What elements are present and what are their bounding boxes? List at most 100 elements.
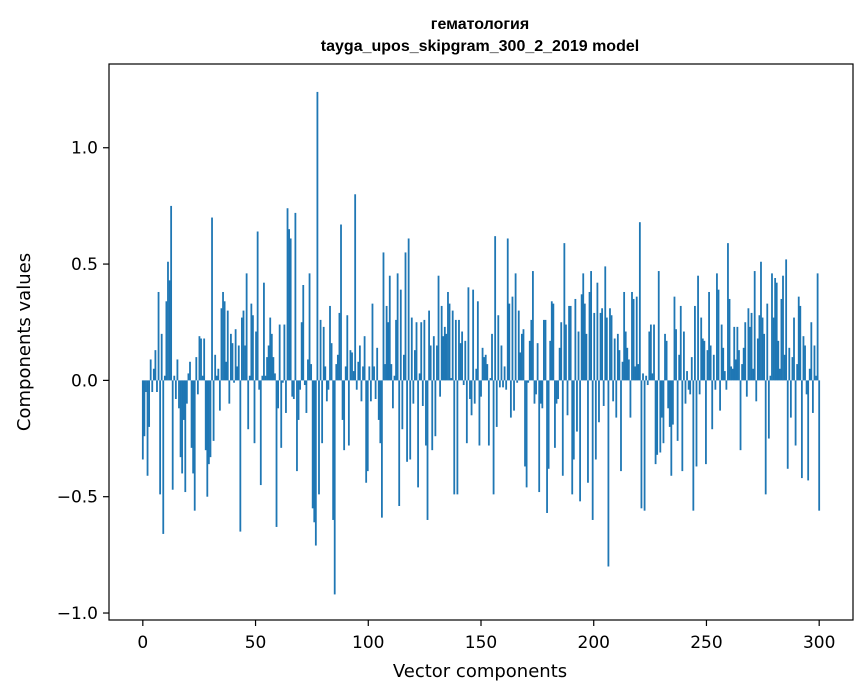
x-tick-label: 100 xyxy=(352,633,384,653)
bar xyxy=(141,380,144,460)
chart-subtitle: tayga_upos_skipgram_300_2_2019 model xyxy=(321,38,639,55)
bar xyxy=(769,375,772,381)
bar xyxy=(514,273,517,381)
y-tick-label: −0.5 xyxy=(57,488,98,508)
x-tick-label: 250 xyxy=(690,633,722,653)
bar xyxy=(163,375,166,381)
bar xyxy=(535,380,537,395)
bar xyxy=(318,380,320,495)
bar xyxy=(700,317,703,381)
bar xyxy=(813,345,816,381)
bar xyxy=(440,305,443,381)
bar xyxy=(392,380,394,409)
bar xyxy=(464,340,467,381)
bar xyxy=(253,380,256,444)
bar xyxy=(308,273,311,381)
bar xyxy=(681,380,684,472)
bar xyxy=(414,350,416,381)
bar xyxy=(390,364,393,381)
bar xyxy=(495,380,498,427)
bar xyxy=(406,380,408,462)
bar xyxy=(388,275,391,381)
bar xyxy=(492,380,495,495)
bar xyxy=(786,380,789,469)
bar xyxy=(656,380,659,455)
bar xyxy=(333,380,336,595)
bar xyxy=(200,338,202,381)
bar xyxy=(195,357,198,381)
bar xyxy=(241,317,243,381)
bar xyxy=(657,271,660,381)
bar xyxy=(329,305,331,381)
bar xyxy=(695,380,698,467)
bar xyxy=(698,380,701,395)
bar xyxy=(319,319,322,381)
bar xyxy=(228,380,231,404)
bar xyxy=(285,380,287,413)
bar xyxy=(733,326,736,381)
bar xyxy=(168,280,171,381)
bar xyxy=(752,368,755,381)
bar xyxy=(539,380,542,404)
bar xyxy=(354,194,357,381)
bar xyxy=(602,380,605,406)
bar xyxy=(151,380,154,393)
plot-frame xyxy=(108,63,854,621)
bar xyxy=(555,380,558,404)
bar xyxy=(673,296,676,381)
bar xyxy=(404,252,407,381)
bar xyxy=(659,380,662,453)
bar xyxy=(484,354,487,381)
bar xyxy=(399,289,402,381)
bar xyxy=(660,380,663,418)
bar xyxy=(503,366,506,381)
bar xyxy=(483,357,486,381)
bar xyxy=(741,364,744,381)
bar xyxy=(736,326,739,381)
bar xyxy=(374,380,377,399)
bar xyxy=(196,380,199,395)
bar xyxy=(764,380,767,495)
bar xyxy=(549,340,552,381)
bar xyxy=(811,380,814,413)
bar xyxy=(684,380,687,404)
bar xyxy=(299,380,302,390)
bar xyxy=(154,350,157,381)
bar xyxy=(332,380,335,520)
bar xyxy=(716,273,718,381)
bar xyxy=(263,282,265,381)
bar xyxy=(706,350,709,381)
bar xyxy=(335,364,338,381)
bar xyxy=(450,378,453,381)
bar xyxy=(218,380,221,411)
bar xyxy=(385,305,388,381)
bar xyxy=(420,322,423,381)
bar xyxy=(742,347,745,381)
bar xyxy=(316,91,319,381)
bar xyxy=(687,380,690,390)
bar xyxy=(250,303,253,381)
bar xyxy=(572,380,575,460)
bar xyxy=(297,380,300,420)
bar xyxy=(505,380,508,390)
bar xyxy=(653,324,655,381)
bar xyxy=(401,380,404,430)
bar xyxy=(173,375,176,381)
bar xyxy=(541,380,544,409)
bar xyxy=(750,312,753,381)
bar xyxy=(637,364,640,381)
bar xyxy=(604,266,607,381)
bar xyxy=(458,319,460,381)
bar xyxy=(313,380,316,523)
bar xyxy=(176,359,179,381)
bar xyxy=(368,366,371,381)
bar xyxy=(426,380,429,520)
bar xyxy=(609,308,611,381)
bar xyxy=(550,301,553,381)
bar xyxy=(502,380,504,388)
bar xyxy=(544,319,547,381)
y-tick-label: 0.5 xyxy=(71,255,98,275)
bar xyxy=(705,380,707,465)
bar xyxy=(244,345,246,381)
bar xyxy=(670,380,673,476)
